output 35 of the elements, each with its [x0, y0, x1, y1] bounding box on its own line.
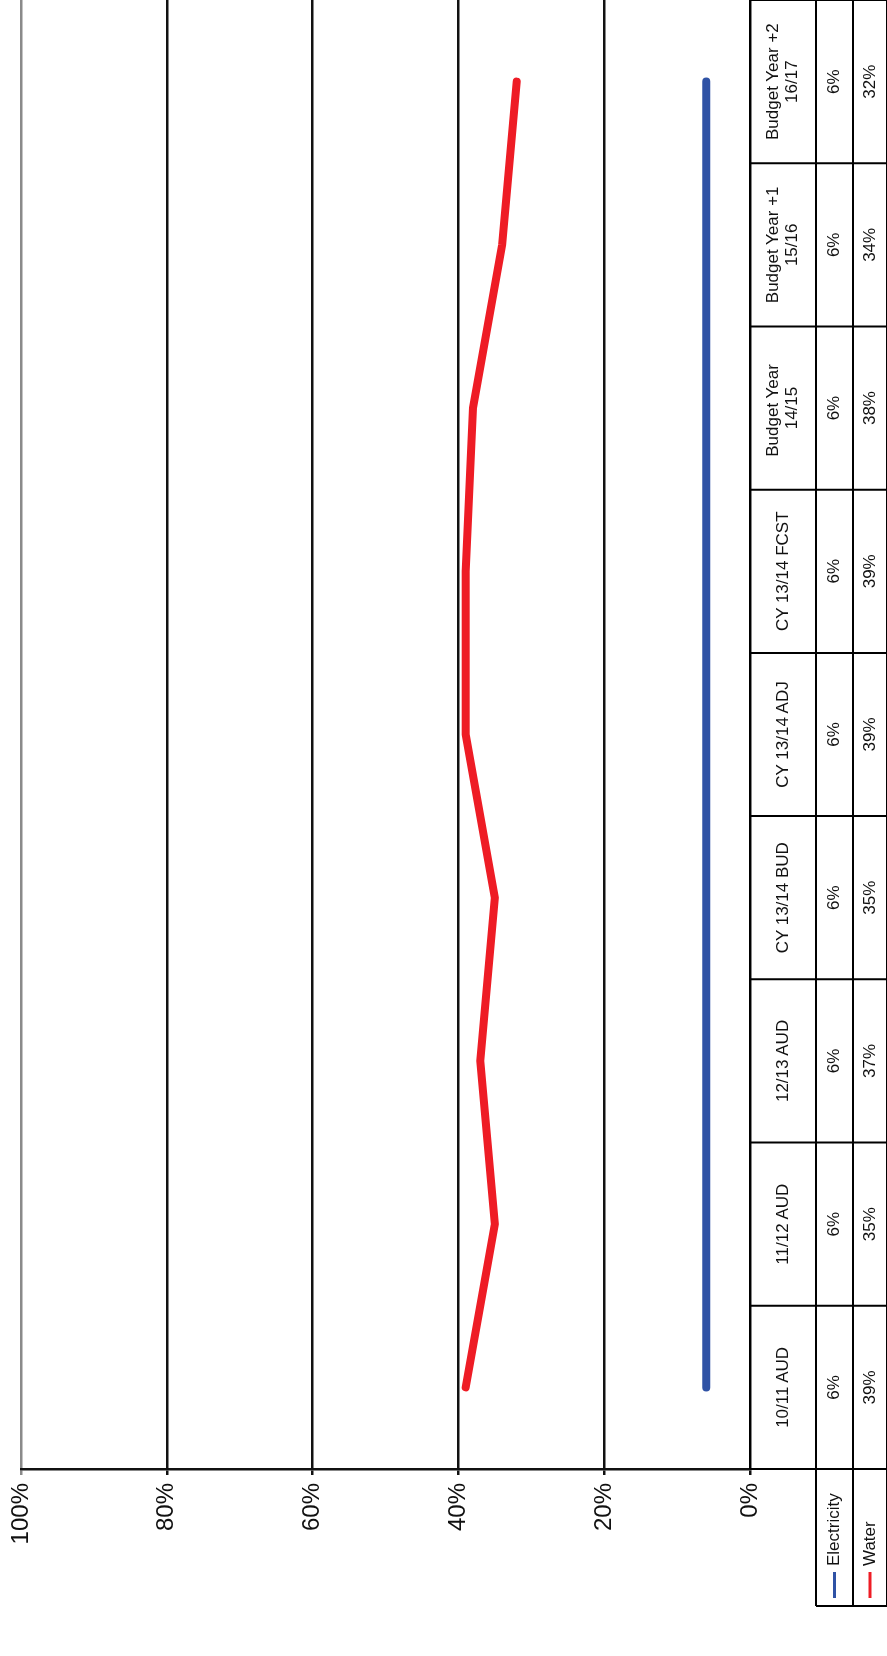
data-label: 6% — [824, 1375, 844, 1400]
data-label: 39% — [859, 1370, 879, 1405]
data-label: 37% — [859, 1043, 879, 1078]
y-tick-label: 12/13 AUD — [772, 1019, 792, 1103]
y-tick-label: CY 13/14 ADJ — [772, 681, 792, 788]
data-label: 39% — [859, 554, 879, 589]
data-label: 6% — [824, 395, 844, 421]
text: Electricity — [824, 1492, 844, 1566]
y-tick-label: CY 13/14 BUD — [772, 842, 792, 954]
data-label: 39% — [859, 717, 879, 752]
x-tick-label: 80% — [151, 1483, 179, 1532]
data-label: 6% — [824, 558, 844, 584]
x-tick-label: 20% — [588, 1483, 616, 1532]
x-tick-label: 60% — [297, 1483, 325, 1532]
y-tick-label: 10/11 AUD — [772, 1346, 792, 1428]
y-tick-label: Budget Year +1 15/16 — [763, 186, 802, 304]
data-label: 35% — [859, 1207, 879, 1242]
data-label: 6% — [824, 1048, 844, 1074]
data-label: 6% — [824, 722, 844, 747]
x-tick-label: 0% — [734, 1483, 762, 1518]
data-label: 6% — [824, 232, 844, 258]
data-label: 32% — [859, 64, 879, 99]
data-label: 6% — [824, 1211, 844, 1237]
y-tick-label: CY 13/14 FCST — [772, 511, 792, 632]
data-label: 6% — [824, 885, 844, 911]
data-label: 35% — [859, 880, 879, 915]
data-label: 38% — [859, 391, 879, 426]
x-tick-label: 40% — [443, 1483, 471, 1532]
text: Water — [859, 1520, 879, 1566]
y-tick-label: 11/12 AUD — [772, 1183, 792, 1265]
y-tick-label: Budget Year +2 16/17 — [763, 23, 802, 140]
data-label: 34% — [859, 227, 879, 262]
x-tick-label: 100% — [5, 1483, 33, 1545]
y-tick-label: Budget Year 14/15 — [763, 359, 802, 457]
data-label: 6% — [824, 69, 844, 94]
